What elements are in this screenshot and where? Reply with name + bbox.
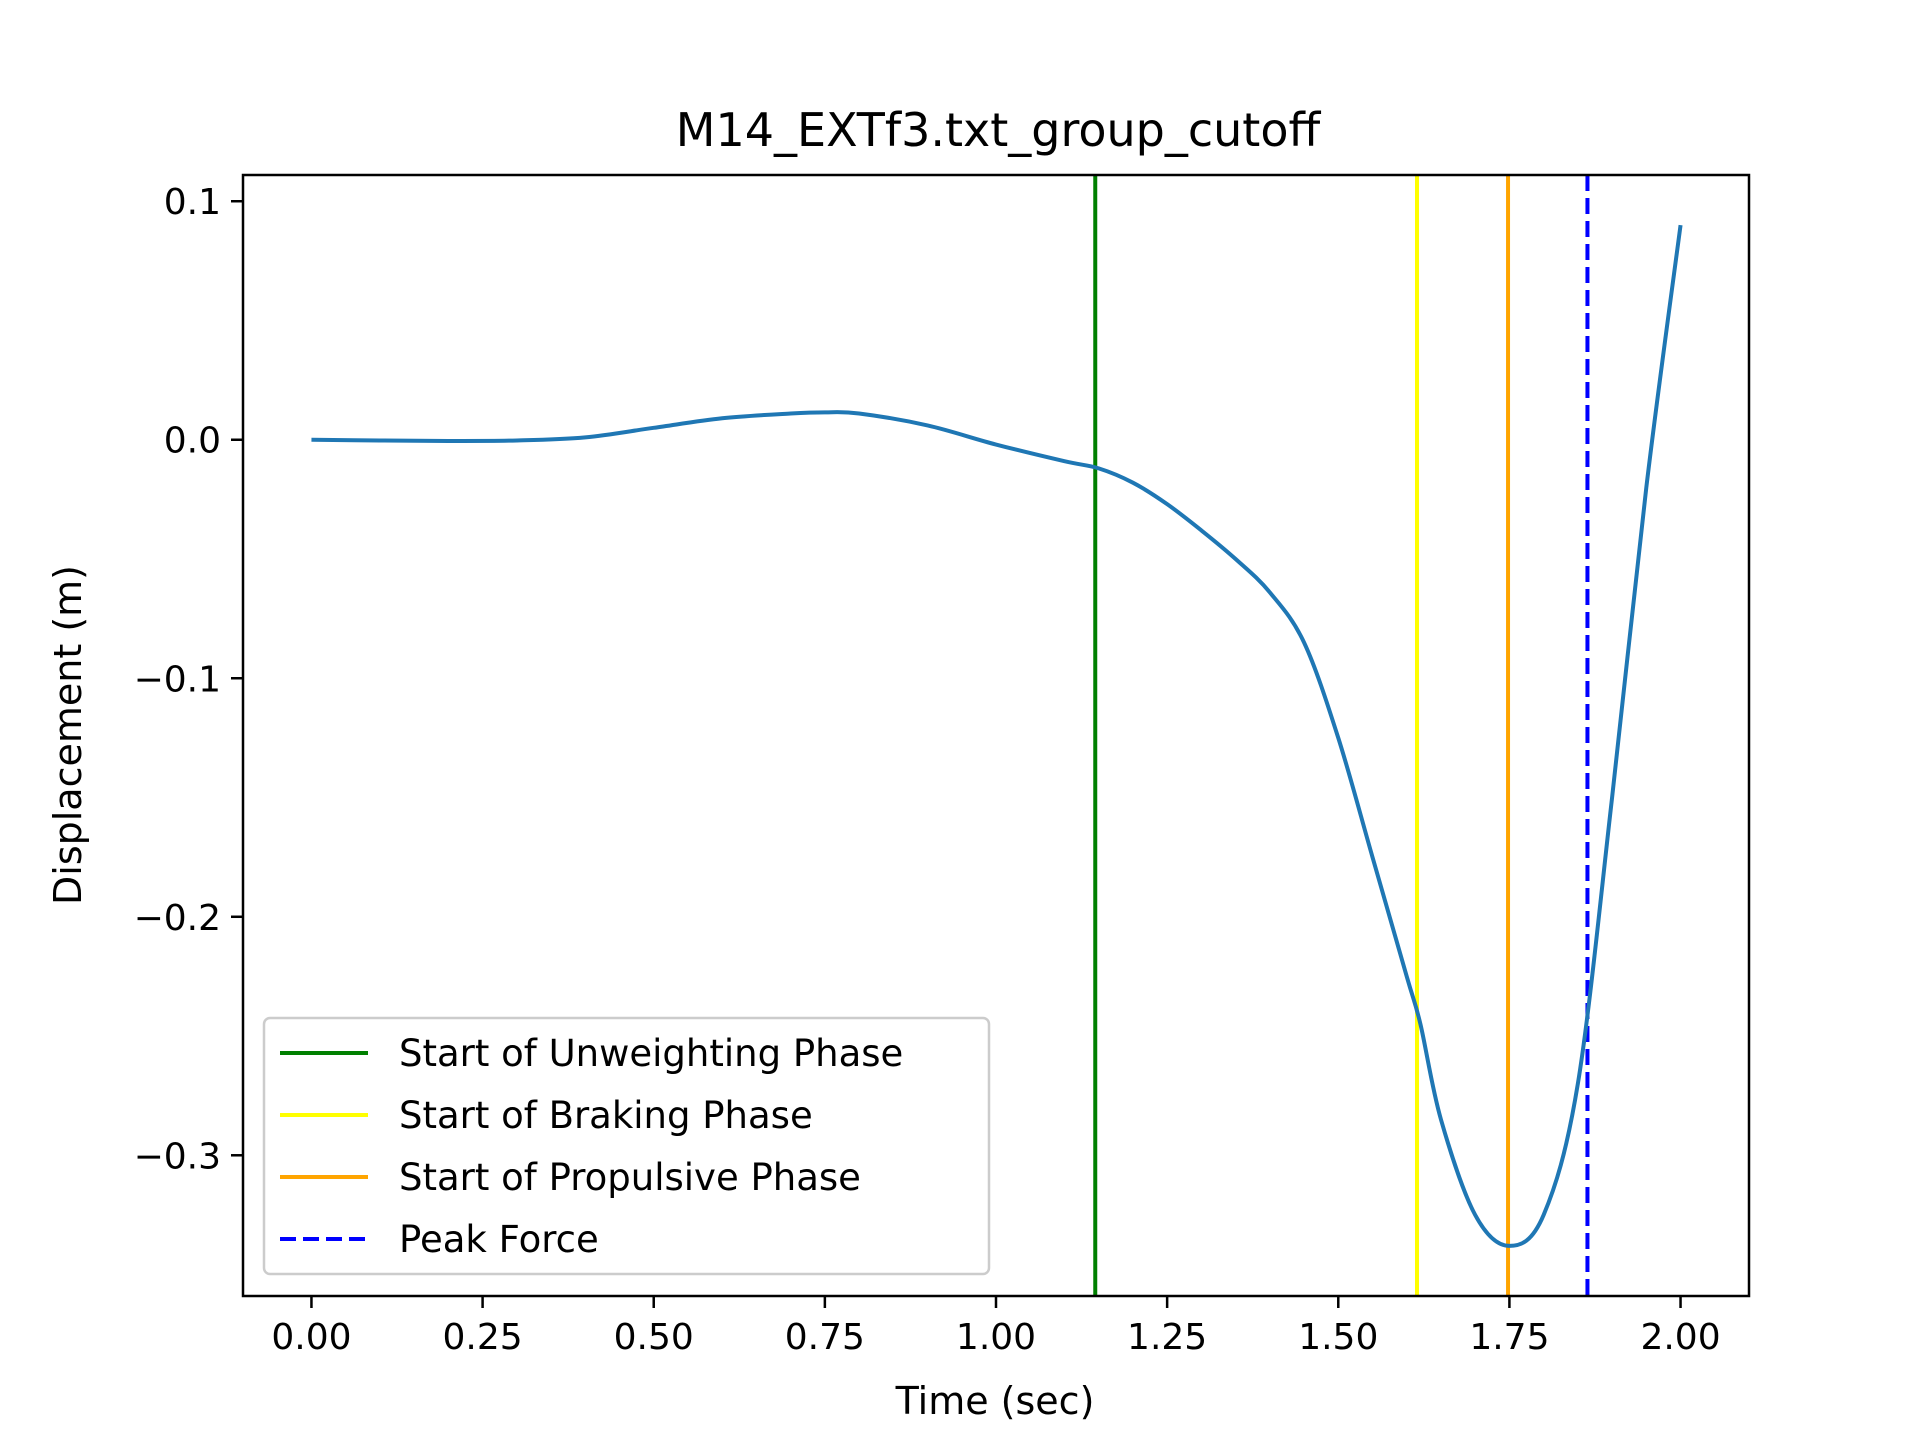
y-tick-label: −0.3 [134,1136,221,1177]
x-tick-label: 0.25 [443,1317,523,1358]
y-axis-label: Displacement (m) [46,565,90,905]
y-tick-label: −0.2 [134,898,221,939]
legend: Start of Unweighting Phase Start of Braki… [262,1016,991,1276]
legend-label: Start of Braking Phase [399,1094,813,1137]
displacement-line [311,224,1683,1248]
x-tick-label: 1.75 [1469,1317,1549,1358]
legend-label: Peak Force [399,1218,599,1261]
legend-box [262,1016,991,1276]
x-axis-ticks: 0.00 0.25 0.50 0.75 1.00 1.25 1.50 1.75 2.00 [271,1296,1721,1358]
plot-area-frame [241,173,1751,1298]
legend-label: Start of Unweighting Phase [399,1032,903,1075]
y-tick-label: −0.1 [134,659,221,700]
x-tick-label: 1.25 [1127,1317,1207,1358]
x-tick-label: 2.00 [1640,1317,1720,1358]
x-tick-label: 0.00 [271,1317,351,1358]
legend-label: Start of Propulsive Phase [399,1156,861,1199]
x-axis-label: Time (sec) [895,1379,1095,1423]
y-tick-label: 0.0 [164,421,221,462]
x-tick-label: 1.50 [1298,1317,1378,1358]
data-series [311,224,1683,1248]
x-tick-label: 0.75 [785,1317,865,1358]
x-tick-label: 1.00 [956,1317,1036,1358]
chart-title: M14_EXTf3.txt_group_cutoff [676,103,1322,157]
y-tick-label: 0.1 [164,182,221,223]
y-axis-ticks: 0.1 0.0 −0.1 −0.2 −0.3 [134,182,243,1177]
x-tick-label: 0.50 [614,1317,694,1358]
phase-markers [1093,175,1590,1296]
